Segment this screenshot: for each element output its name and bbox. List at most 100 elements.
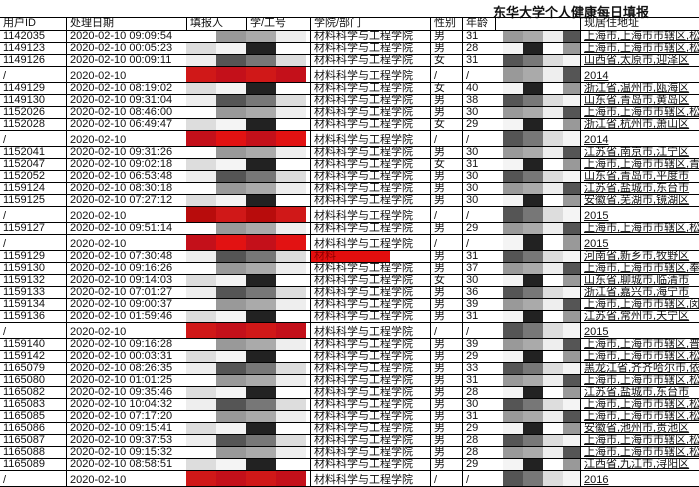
redacted-cell[interactable] bbox=[186, 67, 246, 82]
cell-addr[interactable]: 2015 bbox=[580, 323, 699, 338]
column-header[interactable]: 学院/部门 bbox=[310, 18, 430, 30]
redacted-cell[interactable] bbox=[246, 43, 310, 54]
cell-age[interactable]: 30 bbox=[462, 275, 495, 286]
redacted-cell[interactable] bbox=[246, 83, 310, 94]
cell-addr[interactable]: 2015 bbox=[580, 235, 699, 250]
cell-id[interactable]: 1165087 bbox=[3, 435, 46, 446]
cell-date[interactable]: 2020-02-10 09:31:04 bbox=[66, 95, 186, 106]
cell-date[interactable]: 2020-02-10 09:35:46 bbox=[66, 387, 186, 398]
cell-addr[interactable]: 2016 bbox=[580, 471, 699, 486]
redacted-cell[interactable] bbox=[186, 375, 246, 386]
redacted-cell[interactable] bbox=[186, 207, 246, 222]
redacted-cell[interactable] bbox=[495, 83, 580, 94]
redacted-cell[interactable] bbox=[495, 311, 580, 322]
table-row[interactable]: 1152026 2020-02-10 08:46:00 材料科学与工程学院男 30 上海… bbox=[0, 107, 699, 119]
redacted-cell[interactable] bbox=[495, 363, 580, 374]
table-row[interactable]: 1142035 2020-02-10 09:09:54 材料科学与工程学院男 31 上海… bbox=[0, 31, 699, 43]
cell-sex[interactable]: 男 bbox=[430, 223, 462, 234]
redacted-cell[interactable] bbox=[495, 55, 580, 66]
table-row[interactable]: 1159133 2020-02-10 07:01:27 材料科学与工程学院男 36 浙江… bbox=[0, 287, 699, 299]
cell-date[interactable]: 2020-02-10 07:01:27 bbox=[66, 287, 186, 298]
cell-id[interactable]: 1159133 bbox=[3, 287, 46, 298]
redacted-cell[interactable] bbox=[186, 363, 246, 374]
redacted-cell[interactable] bbox=[246, 171, 310, 182]
redacted-cell[interactable] bbox=[495, 147, 580, 158]
cell-sex[interactable]: 男 bbox=[430, 183, 462, 194]
cell-dept[interactable]: 材料科学与工程学院 bbox=[310, 299, 430, 310]
redacted-cell[interactable] bbox=[186, 435, 246, 446]
redacted-cell[interactable] bbox=[186, 287, 246, 298]
cell-age[interactable]: 30 bbox=[462, 399, 495, 410]
redacted-cell[interactable] bbox=[186, 83, 246, 94]
redacted-cell[interactable] bbox=[186, 299, 246, 310]
cell-id[interactable]: 1149130 bbox=[3, 95, 46, 106]
cell-age[interactable]: 28 bbox=[462, 435, 495, 446]
cell-dept[interactable]: 材料科学与工程学院 bbox=[310, 223, 430, 234]
redacted-cell[interactable] bbox=[186, 159, 246, 170]
cell-date[interactable]: 2020-02-10 bbox=[66, 67, 186, 82]
table-row[interactable]: 1149129 2020-02-10 08:19:02 材料科学与工程学院女 40 浙江… bbox=[0, 83, 699, 95]
table-row[interactable]: 1165079 2020-02-10 08:26:35 材料科学与工程学院男 33 黑龙… bbox=[0, 363, 699, 375]
table-row[interactable]: 1152028 2020-02-10 06:49:47 材料科学与工程学院女 29 浙江… bbox=[0, 119, 699, 131]
redacted-cell[interactable] bbox=[186, 43, 246, 54]
redacted-cell[interactable] bbox=[246, 147, 310, 158]
cell-age[interactable]: 29 bbox=[462, 351, 495, 362]
cell-date[interactable]: 2020-02-10 06:53:48 bbox=[66, 171, 186, 182]
cell-addr[interactable]: 浙江省,杭州市,萧山区 bbox=[580, 119, 699, 130]
cell-addr[interactable]: 2015 bbox=[580, 207, 699, 222]
column-header[interactable] bbox=[495, 18, 580, 30]
redacted-cell[interactable] bbox=[186, 183, 246, 194]
cell-date[interactable]: 2020-02-10 00:09:11 bbox=[66, 55, 186, 66]
cell-sex[interactable]: 男 bbox=[430, 399, 462, 410]
column-header[interactable]: 处理日期 bbox=[66, 18, 186, 30]
table-row[interactable]: /2020-02-10 材料科学与工程学院 //2015 bbox=[0, 207, 699, 223]
cell-dept[interactable]: 材料科学与工程学院 bbox=[310, 287, 430, 298]
cell-sex[interactable]: / bbox=[430, 471, 462, 486]
cell-dept[interactable]: 材料科学与工程学院 bbox=[310, 351, 430, 362]
cell-dept[interactable]: 材料科学与工程学院 bbox=[310, 263, 430, 274]
cell-date[interactable]: 2020-02-10 01:59:46 bbox=[66, 311, 186, 322]
redacted-cell[interactable] bbox=[495, 131, 580, 146]
redacted-cell[interactable] bbox=[246, 287, 310, 298]
cell-age[interactable]: / bbox=[462, 67, 495, 82]
cell-dept[interactable]: 材料科学与工程学院 bbox=[310, 387, 430, 398]
cell-addr[interactable]: 上海市,上海市市辖区,松江 bbox=[580, 107, 699, 118]
redacted-cell[interactable] bbox=[246, 363, 310, 374]
redacted-cell[interactable] bbox=[246, 351, 310, 362]
redacted-cell[interactable] bbox=[495, 107, 580, 118]
cell-id[interactable]: 1142035 bbox=[3, 31, 46, 42]
column-header[interactable]: 现居住地址 bbox=[580, 18, 699, 30]
table-row[interactable]: /2020-02-10 材料科学与工程学院 //2016 bbox=[0, 471, 699, 487]
cell-id[interactable]: 1165080 bbox=[3, 375, 46, 386]
table-row[interactable]: 1159125 2020-02-10 07:27:12 材料科学与工程学院男 30 安徽… bbox=[0, 195, 699, 207]
cell-date[interactable]: 2020-02-10 01:01:25 bbox=[66, 375, 186, 386]
cell-addr[interactable]: 上海市,上海市市辖区,松江 bbox=[580, 411, 699, 422]
cell-sex[interactable]: 男 bbox=[430, 263, 462, 274]
table-row[interactable]: 1159124 2020-02-10 08:30:18 材料科学与工程学院男 30 江苏… bbox=[0, 183, 699, 195]
redacted-cell[interactable] bbox=[246, 31, 310, 42]
column-header[interactable]: 填报人 bbox=[186, 18, 246, 30]
redacted-cell[interactable] bbox=[186, 471, 246, 486]
redacted-cell[interactable] bbox=[246, 275, 310, 286]
redacted-cell[interactable] bbox=[495, 223, 580, 234]
redacted-cell[interactable] bbox=[186, 235, 246, 250]
cell-sex[interactable]: 男 bbox=[430, 299, 462, 310]
cell-age[interactable]: 30 bbox=[462, 107, 495, 118]
redacted-cell[interactable] bbox=[495, 287, 580, 298]
redacted-cell[interactable] bbox=[495, 195, 580, 206]
redacted-cell[interactable] bbox=[495, 323, 580, 338]
redacted-cell[interactable] bbox=[495, 67, 580, 82]
cell-date[interactable]: 2020-02-10 09:16:26 bbox=[66, 263, 186, 274]
redacted-cell[interactable] bbox=[495, 171, 580, 182]
redacted-cell[interactable] bbox=[186, 31, 246, 42]
redacted-cell[interactable] bbox=[246, 375, 310, 386]
cell-date[interactable]: 2020-02-10 10:04:32 bbox=[66, 399, 186, 410]
redacted-cell[interactable] bbox=[246, 387, 310, 398]
redacted-cell[interactable] bbox=[186, 447, 246, 458]
cell-id[interactable]: 1152052 bbox=[3, 171, 46, 182]
cell-date[interactable]: 2020-02-10 08:58:51 bbox=[66, 459, 186, 470]
cell-id[interactable]: / bbox=[3, 474, 7, 486]
cell-sex[interactable]: 男 bbox=[430, 311, 462, 322]
table-row[interactable]: 1159140 2020-02-10 09:16:28 材料科学与工程学院男 39 上海… bbox=[0, 339, 699, 351]
redacted-cell[interactable] bbox=[186, 223, 246, 234]
